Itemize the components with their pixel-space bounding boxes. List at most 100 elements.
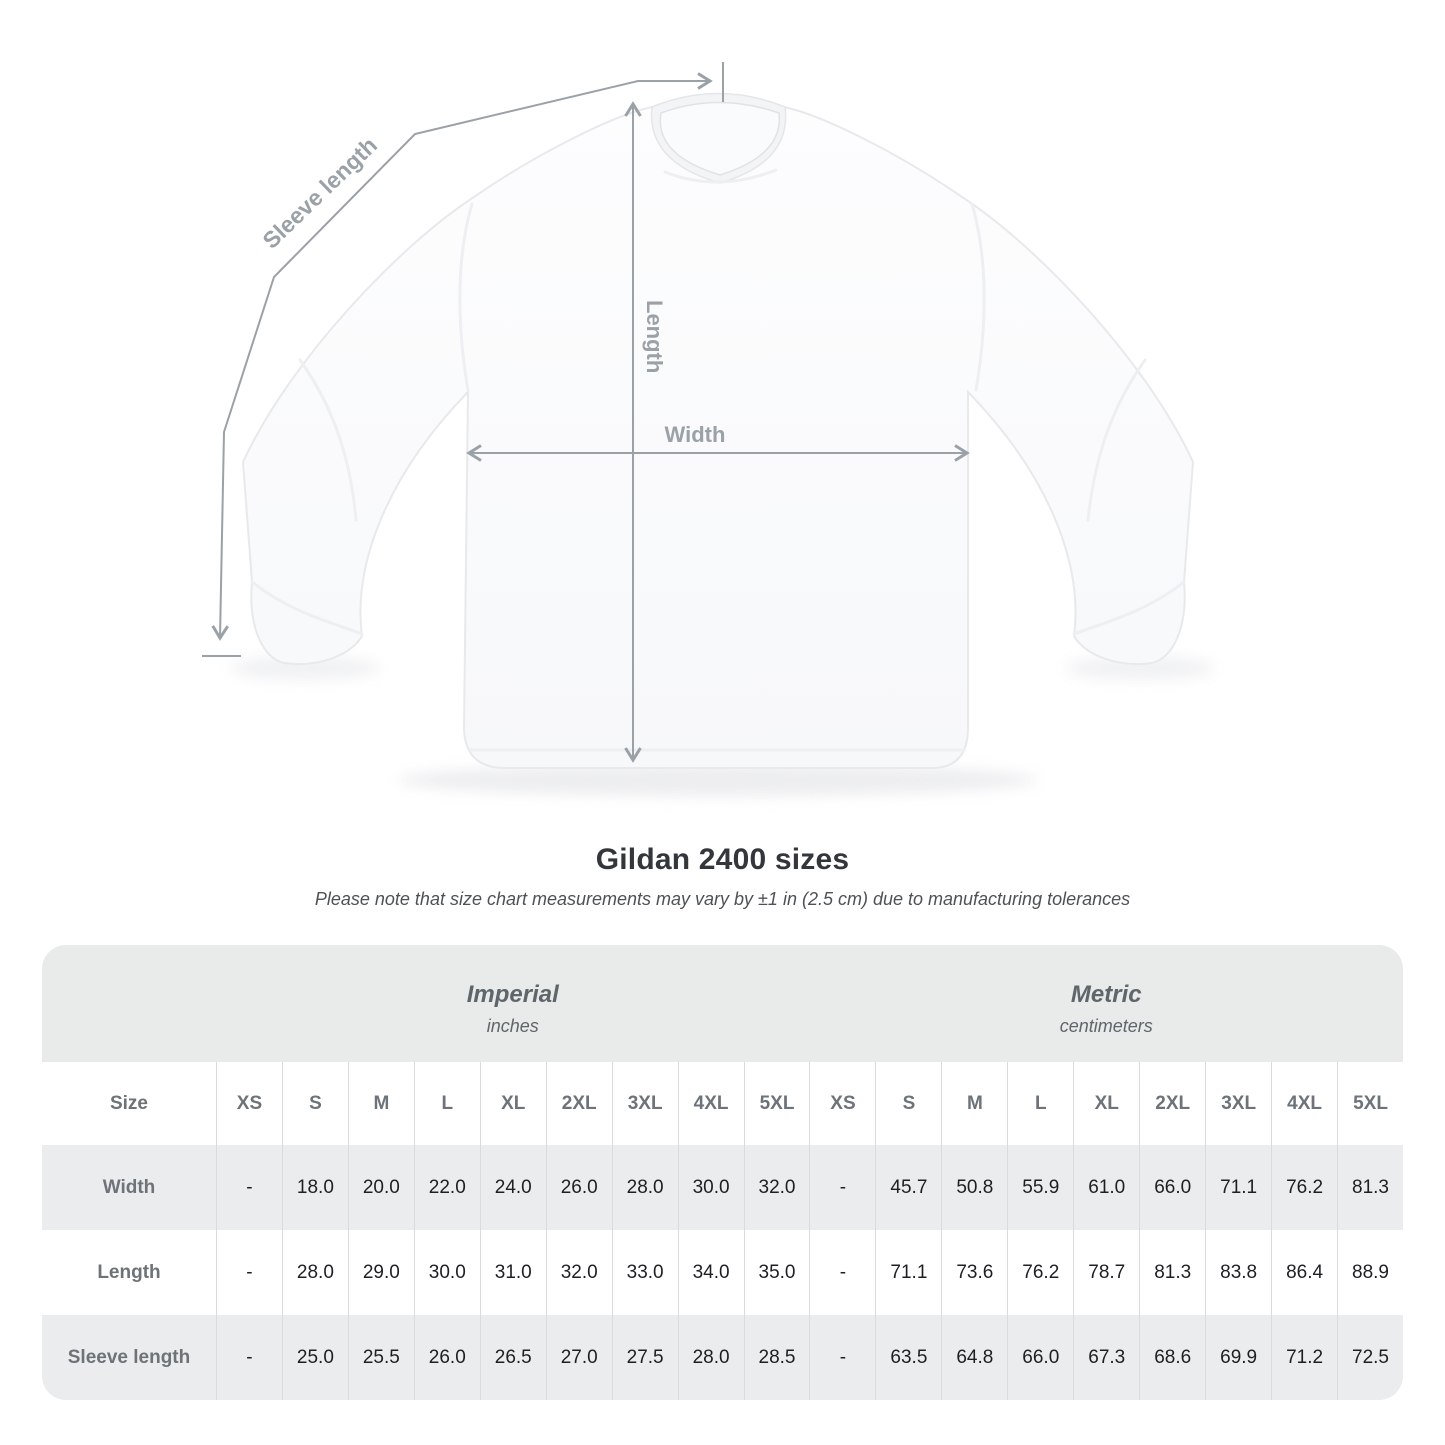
size-value: 28.0 — [677, 1315, 744, 1400]
table-row-length: Length -28.0 29.0 30.0 31.0 32.0 33.0 34.0 35.0-… — [42, 1230, 1403, 1315]
size-value: 26.5 — [479, 1315, 546, 1400]
size-value: 35.0 — [743, 1230, 810, 1315]
size-value: 76.2 — [1271, 1145, 1337, 1230]
size-col-header-imperial-l: L — [413, 1062, 480, 1145]
metric-unit: centimeters — [1059, 1015, 1153, 1036]
size-value: 27.5 — [611, 1315, 678, 1400]
size-value: 72.5 — [1337, 1315, 1403, 1400]
size-value: 86.4 — [1271, 1230, 1337, 1315]
size-col-header-imperial-xs: XS — [216, 1062, 282, 1145]
size-value: 27.0 — [545, 1315, 612, 1400]
size-value: 30.0 — [677, 1145, 744, 1230]
size-value: 31.0 — [479, 1230, 546, 1315]
size-value: 71.1 — [875, 1230, 941, 1315]
size-value: 66.0 — [1139, 1145, 1205, 1230]
size-value: - — [809, 1145, 875, 1230]
size-value: 28.0 — [611, 1145, 678, 1230]
table-row-width: Width -18.0 20.0 22.0 24.0 26.0 28.0 30.0 32.0-4… — [42, 1145, 1403, 1230]
size-value: 81.3 — [1337, 1145, 1403, 1230]
size-value: 22.0 — [413, 1145, 480, 1230]
table-row-sleeve-length: Sleeve length -25.0 25.5 26.0 26.5 27.0 27.5 28… — [42, 1315, 1403, 1400]
size-col-header-imperial-m: M — [347, 1062, 414, 1145]
tolerance-note: Please note that size chart measurements… — [314, 889, 1131, 909]
size-col-header-metric-s: S — [875, 1062, 941, 1145]
size-value: 67.3 — [1073, 1315, 1139, 1400]
size-value: - — [216, 1315, 282, 1400]
size-value: 81.3 — [1139, 1230, 1205, 1315]
size-value: 25.0 — [281, 1315, 348, 1400]
size-value: 45.7 — [875, 1145, 941, 1230]
imperial-unit: inches — [486, 1015, 539, 1036]
size-value: 68.6 — [1139, 1315, 1205, 1400]
size-value: 63.5 — [875, 1315, 941, 1400]
measurement-label: Length — [97, 1262, 161, 1283]
size-col-header-imperial-3xl: 3XL — [611, 1062, 678, 1145]
size-col-header-metric-xs: XS — [809, 1062, 875, 1145]
size-value: 34.0 — [677, 1230, 744, 1315]
sleeve-length-label: Sleeve length — [257, 132, 382, 254]
size-value: 33.0 — [611, 1230, 678, 1315]
size-value: 18.0 — [281, 1145, 348, 1230]
size-value: 66.0 — [1007, 1315, 1073, 1400]
size-col-header-metric-l: L — [1007, 1062, 1073, 1145]
size-value: 64.8 — [941, 1315, 1007, 1400]
size-table-grid: Size XS S M L XL 2XL 3XL 4XL 5XL XS S M L XL 2XL 3XL 4XL 5… — [42, 1062, 1403, 1400]
size-col-header-imperial-xl: XL — [479, 1062, 546, 1145]
long-sleeve-shirt — [241, 92, 1195, 769]
size-value: 61.0 — [1073, 1145, 1139, 1230]
size-value: 29.0 — [347, 1230, 414, 1315]
size-value: 26.0 — [545, 1145, 612, 1230]
title-block: Gildan 2400 sizes Please note that size … — [0, 843, 1445, 910]
length-label: Length — [642, 300, 667, 373]
size-value: 78.7 — [1073, 1230, 1139, 1315]
size-value: 88.9 — [1337, 1230, 1403, 1315]
metric-unit-header: Metric centimeters — [810, 945, 1404, 1062]
page-title: Gildan 2400 sizes — [595, 843, 850, 876]
measurement-lines — [202, 62, 970, 763]
measurement-label: Sleeve length — [67, 1347, 191, 1368]
measurement-label: Width — [102, 1177, 156, 1198]
size-value: 25.5 — [347, 1315, 414, 1400]
size-value: 32.0 — [545, 1230, 612, 1315]
size-value: 83.8 — [1205, 1230, 1271, 1315]
size-value: - — [216, 1230, 282, 1315]
size-table: Imperial inches Metric centimeters Size X… — [42, 945, 1403, 1400]
shirt-diagram: Sleeve length Length Width — [202, 62, 1215, 796]
size-col-header-imperial-2xl: 2XL — [545, 1062, 612, 1145]
size-value: 73.6 — [941, 1230, 1007, 1315]
size-value: 24.0 — [479, 1145, 546, 1230]
size-value: - — [809, 1315, 875, 1400]
size-value: - — [216, 1145, 282, 1230]
size-value: - — [809, 1230, 875, 1315]
size-value: 28.5 — [743, 1315, 810, 1400]
size-col-header-metric-4xl: 4XL — [1271, 1062, 1337, 1145]
metric-label: Metric — [1070, 980, 1142, 1008]
size-col-header-metric-5xl: 5XL — [1337, 1062, 1403, 1145]
width-label: Width — [665, 422, 726, 447]
size-header-row: Size XS S M L XL 2XL 3XL 4XL 5XL XS S M L XL 2XL 3XL 4XL 5… — [42, 1062, 1403, 1145]
size-col-header-imperial-5xl: 5XL — [743, 1062, 810, 1145]
size-col-header-metric-3xl: 3XL — [1205, 1062, 1271, 1145]
size-value: 55.9 — [1007, 1145, 1073, 1230]
size-value: 69.9 — [1205, 1315, 1271, 1400]
size-col-header-metric-xl: XL — [1073, 1062, 1139, 1145]
imperial-unit-header: Imperial inches — [216, 945, 810, 1062]
shirt-shadow — [230, 656, 1215, 796]
size-col-header-metric-m: M — [941, 1062, 1007, 1145]
imperial-label: Imperial — [466, 980, 559, 1008]
size-value: 71.2 — [1271, 1315, 1337, 1400]
size-column-label: Size — [109, 1093, 149, 1114]
size-value: 20.0 — [347, 1145, 414, 1230]
size-value: 50.8 — [941, 1145, 1007, 1230]
size-value: 28.0 — [281, 1230, 348, 1315]
size-value: 76.2 — [1007, 1230, 1073, 1315]
size-col-header-metric-2xl: 2XL — [1139, 1062, 1205, 1145]
size-value: 71.1 — [1205, 1145, 1271, 1230]
size-col-header-imperial-s: S — [281, 1062, 348, 1145]
size-value: 30.0 — [413, 1230, 480, 1315]
size-value: 32.0 — [743, 1145, 810, 1230]
unit-header-band: Imperial inches Metric centimeters — [42, 945, 1403, 1062]
size-col-header-imperial-4xl: 4XL — [677, 1062, 744, 1145]
size-value: 26.0 — [413, 1315, 480, 1400]
